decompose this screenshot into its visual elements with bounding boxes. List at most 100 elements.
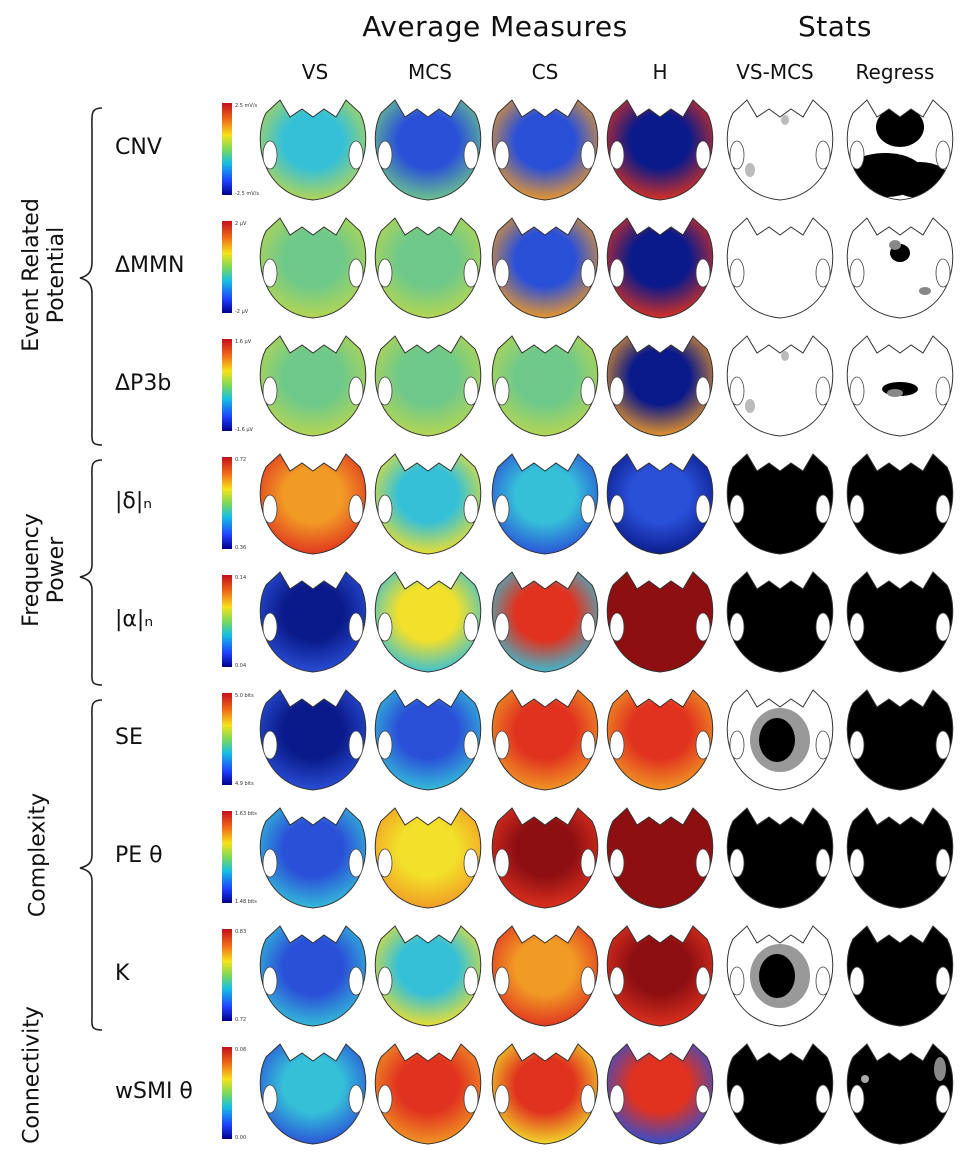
row-label: wSMI θ — [115, 1079, 193, 1104]
colorbar-max-label: 1.63 bits — [235, 811, 257, 817]
topomap-cs — [491, 335, 599, 437]
topomap-vs — [259, 217, 367, 319]
topomap-cs — [491, 689, 599, 791]
row-label: K — [115, 961, 130, 986]
topomap-h — [606, 335, 714, 437]
colorbar-max-label: 2.5 mV/s — [235, 103, 258, 109]
topomap-vs — [259, 925, 367, 1027]
colorbar-max-label: 0.14 — [235, 575, 246, 581]
column-label-vs-mcs: VS-MCS — [736, 60, 814, 84]
colorbar-min-label: 1.48 bits — [235, 899, 257, 905]
row-label: SE — [115, 725, 143, 750]
colorbar-min-label: -2.5 mV/s — [235, 191, 259, 197]
column-label-cs: CS — [531, 60, 559, 84]
colorbar — [222, 221, 232, 313]
stats-map-vs-mcs — [726, 453, 834, 555]
topomap-cs — [491, 925, 599, 1027]
topomap-vs — [259, 807, 367, 909]
stats-map-regress — [846, 1043, 954, 1145]
average-measures-header: Average Measures — [362, 10, 628, 43]
topomap-vs — [259, 571, 367, 673]
colorbar — [222, 575, 232, 667]
topomap-mcs — [374, 217, 482, 319]
topomap-mcs — [374, 925, 482, 1027]
stats-map-regress — [846, 335, 954, 437]
colorbar-min-label: 0.72 — [235, 1017, 246, 1023]
stats-map-vs-mcs — [726, 1043, 834, 1145]
column-label-mcs: MCS — [408, 60, 452, 84]
colorbar-max-label: 0.83 — [235, 929, 246, 935]
topomap-h — [606, 925, 714, 1027]
stats-map-regress — [846, 453, 954, 555]
topomap-mcs — [374, 453, 482, 555]
colorbar — [222, 1047, 232, 1139]
colorbar-max-label: 5.0 bits — [235, 693, 254, 699]
stats-header: Stats — [798, 10, 872, 43]
colorbar-min-label: -1.6 µV — [235, 427, 254, 433]
colorbar — [222, 811, 232, 903]
topomap-mcs — [374, 1043, 482, 1145]
stats-map-vs-mcs — [726, 925, 834, 1027]
stats-map-regress — [846, 925, 954, 1027]
topomap-cs — [491, 217, 599, 319]
colorbar-max-label: 2 µV — [235, 221, 247, 227]
colorbar-min-label: 0.36 — [235, 545, 246, 551]
topomap-mcs — [374, 335, 482, 437]
topomap-h — [606, 99, 714, 201]
stats-map-regress — [846, 807, 954, 909]
colorbar — [222, 103, 232, 195]
stats-map-vs-mcs — [726, 335, 834, 437]
colorbar-max-label: 0.72 — [235, 457, 246, 463]
brace-frequency — [79, 459, 103, 686]
column-label-vs: VS — [301, 60, 329, 84]
brace-complexity — [79, 699, 103, 1031]
column-label-regress: Regress — [855, 60, 935, 84]
topomap-mcs — [374, 99, 482, 201]
colorbar — [222, 457, 232, 549]
topomap-vs — [259, 99, 367, 201]
topomap-h — [606, 689, 714, 791]
colorbar-min-label: 0.00 — [235, 1135, 246, 1141]
stats-map-vs-mcs — [726, 99, 834, 201]
stats-map-regress — [846, 217, 954, 319]
topomap-h — [606, 807, 714, 909]
topomap-vs — [259, 453, 367, 555]
row-label: ΔP3b — [115, 371, 172, 396]
colorbar-min-label: -2 µV — [235, 309, 249, 315]
topomap-h — [606, 1043, 714, 1145]
row-label: |α|ₙ — [115, 607, 154, 632]
topomap-cs — [491, 1043, 599, 1145]
stats-map-regress — [846, 99, 954, 201]
stats-map-vs-mcs — [726, 217, 834, 319]
stats-map-regress — [846, 689, 954, 791]
colorbar-max-label: 0.08 — [235, 1047, 246, 1053]
topomap-mcs — [374, 571, 482, 673]
colorbar — [222, 339, 232, 431]
stats-map-vs-mcs — [726, 689, 834, 791]
row-label: ΔMMN — [115, 253, 185, 278]
stats-map-vs-mcs — [726, 571, 834, 673]
topomap-vs — [259, 1043, 367, 1145]
topomap-cs — [491, 571, 599, 673]
topomap-cs — [491, 807, 599, 909]
topomap-vs — [259, 689, 367, 791]
topomap-cs — [491, 99, 599, 201]
colorbar — [222, 929, 232, 1021]
topomap-vs — [259, 335, 367, 437]
topomap-cs — [491, 453, 599, 555]
brace-erp — [79, 107, 103, 446]
stats-map-regress — [846, 571, 954, 673]
row-label: PE θ — [115, 843, 163, 868]
topomap-mcs — [374, 807, 482, 909]
colorbar — [222, 693, 232, 785]
colorbar-min-label: 4.9 bits — [235, 781, 254, 787]
stats-map-vs-mcs — [726, 807, 834, 909]
colorbar-max-label: 1.6 µV — [235, 339, 252, 345]
topomap-h — [606, 217, 714, 319]
topomap-h — [606, 453, 714, 555]
colorbar-min-label: 0.04 — [235, 663, 246, 669]
topomap-mcs — [374, 689, 482, 791]
topomap-h — [606, 571, 714, 673]
